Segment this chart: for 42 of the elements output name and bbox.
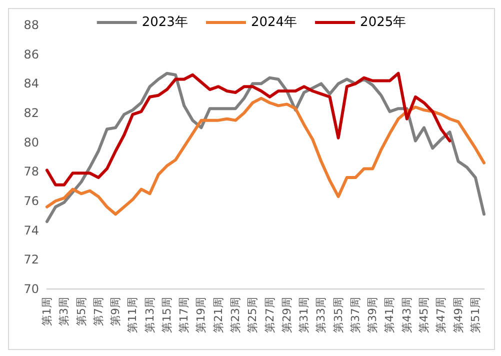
x-tick-label: 第11周: [126, 297, 140, 333]
x-tick-label: 第19周: [194, 297, 208, 333]
x-tick-label: 第39周: [366, 297, 380, 333]
legend-label: 2024年: [250, 15, 298, 30]
x-tick-label: 第5周: [74, 297, 88, 326]
x-tick-label: 第7周: [92, 297, 105, 326]
y-tick-label: 80: [24, 135, 39, 150]
legend-label: 2025年: [360, 15, 406, 30]
x-tick-label: 第15周: [160, 297, 174, 333]
y-tick-label: 74: [24, 223, 39, 238]
x-tick-label: 第51周: [468, 297, 482, 333]
x-tick-label: 第27周: [263, 297, 276, 333]
x-tick-label: 第43周: [400, 297, 414, 333]
x-tick-label: 第47周: [434, 297, 448, 333]
x-tick-label: 第1周: [40, 297, 54, 326]
x-tick-label: 第17周: [178, 297, 191, 333]
x-tick-label: 第33周: [314, 297, 328, 333]
line-series: [46, 72, 452, 186]
y-tick-label: 86: [24, 47, 39, 62]
x-tick-label: 第45周: [418, 297, 431, 333]
x-tick-label: 第23周: [229, 297, 242, 333]
x-tick-label: 第31周: [298, 297, 311, 333]
x-tick-label: 第9周: [109, 297, 122, 326]
y-tick-label: 82: [24, 106, 39, 120]
y-tick-label: 70: [24, 282, 39, 296]
x-tick-label: 第21周: [212, 297, 225, 333]
x-tick-label: 第35周: [332, 297, 345, 333]
x-tick-label: 第41周: [383, 297, 396, 333]
x-tick-label: 第3周: [58, 297, 71, 326]
line-series: [46, 96, 486, 216]
y-tick-label: 88: [24, 18, 39, 32]
y-tick-label: 72: [24, 252, 39, 267]
x-tick-label: 第13周: [143, 297, 156, 333]
legend-label: 2023年: [142, 15, 188, 30]
x-tick-label: 第37周: [348, 297, 362, 333]
x-tick-label: 第25周: [246, 297, 260, 333]
x-tick-label: 第29周: [280, 297, 294, 333]
y-tick-label: 84: [24, 76, 39, 91]
y-tick-label: 76: [24, 194, 39, 208]
y-tick-label: 78: [24, 164, 39, 179]
x-tick-label: 第49周: [452, 297, 465, 333]
line-series: [46, 72, 486, 224]
